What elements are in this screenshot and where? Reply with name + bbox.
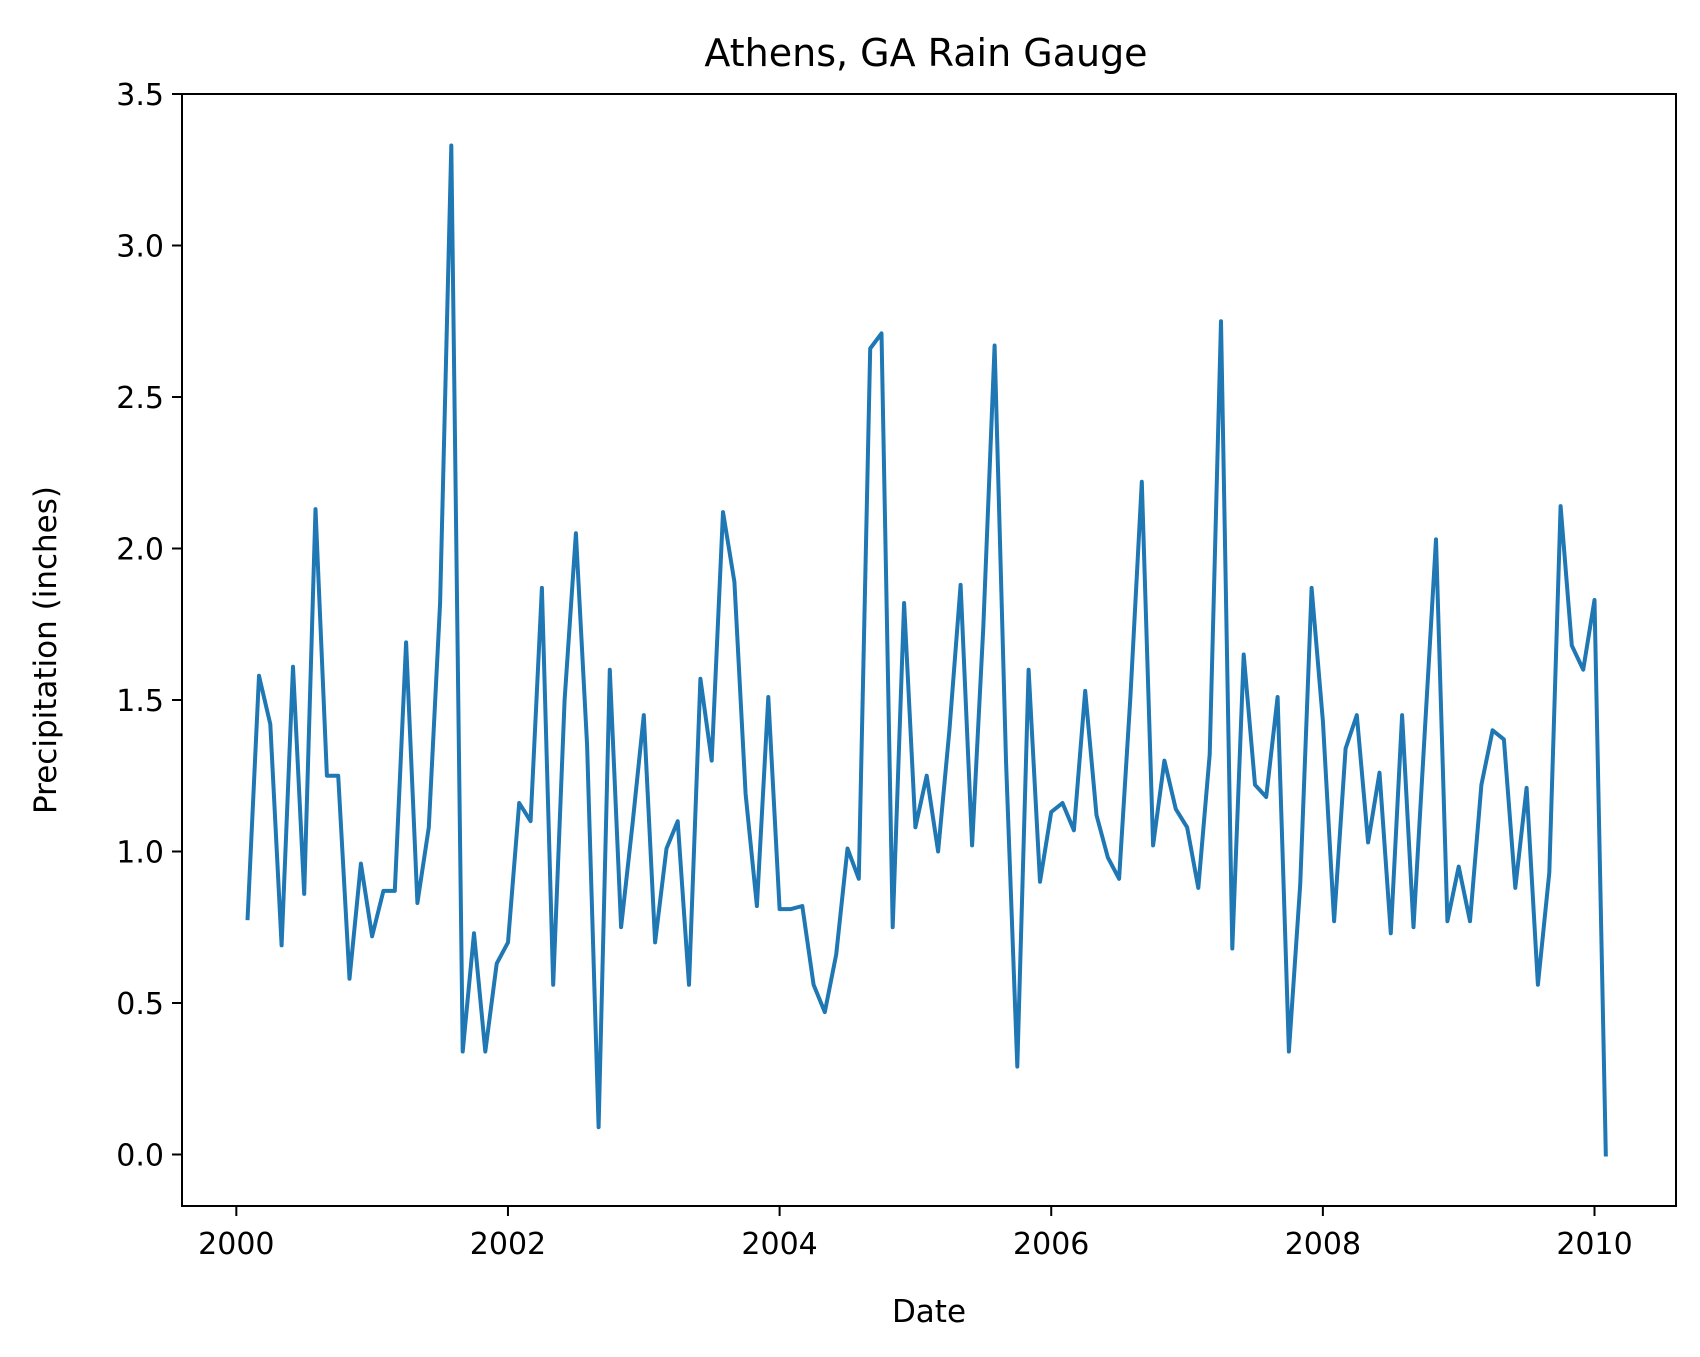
y-tick-label: 2.0: [116, 532, 164, 567]
x-axis-title: Date: [892, 1294, 966, 1330]
y-axis-title: Precipitation (inches): [28, 486, 64, 814]
y-tick-label: 1.5: [116, 684, 164, 719]
x-tick-label: 2002: [470, 1227, 546, 1262]
x-tick-label: 2010: [1556, 1227, 1632, 1262]
chart-title: Athens, GA Rain Gauge: [704, 31, 1147, 75]
plot-area: [245, 143, 1608, 1157]
plot-frame: [181, 93, 1677, 1207]
y-tick-label: 2.5: [116, 381, 164, 416]
x-tick-label: 2004: [741, 1227, 817, 1262]
y-axis: 0.0 0.5 1.0 1.5 2.0 2.5 3.0 3.5: [116, 78, 182, 1173]
x-tick-label: 2000: [198, 1227, 274, 1262]
y-tick-label: 3.0: [116, 229, 164, 264]
y-tick-label: 1.0: [116, 835, 164, 870]
y-tick-label: 0.0: [116, 1138, 164, 1173]
y-tick-label: 0.5: [116, 987, 164, 1022]
x-axis: 2000 2002 2004 2006 2008 2010: [198, 1206, 1633, 1262]
y-tick-label: 3.5: [116, 78, 164, 113]
x-tick-label: 2008: [1285, 1227, 1361, 1262]
x-tick-label: 2006: [1013, 1227, 1089, 1262]
series-line: [245, 143, 1608, 1157]
